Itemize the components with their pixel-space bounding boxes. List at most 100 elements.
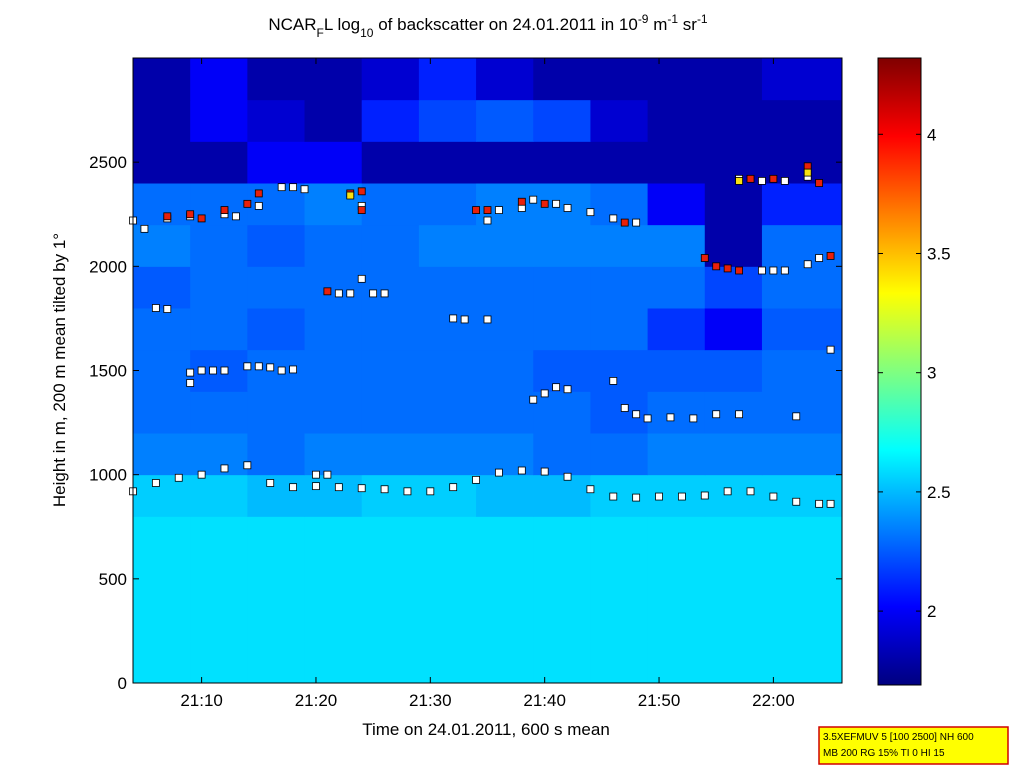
heat-cell bbox=[590, 433, 649, 476]
heat-cell bbox=[704, 183, 763, 226]
heat-cell bbox=[704, 558, 763, 601]
layer-marker bbox=[220, 464, 229, 473]
heat-cell bbox=[361, 558, 420, 601]
layer-marker bbox=[209, 366, 217, 375]
heat-cell bbox=[533, 58, 591, 101]
heat-cell bbox=[247, 266, 306, 309]
x-tick-label: 21:30 bbox=[409, 691, 452, 710]
layer-marker bbox=[712, 262, 721, 271]
layer-marker bbox=[735, 177, 743, 185]
heat-cell bbox=[476, 308, 534, 351]
layer-marker bbox=[357, 187, 366, 196]
layer-marker bbox=[780, 266, 789, 275]
layer-marker bbox=[300, 185, 309, 194]
heat-cell bbox=[647, 391, 706, 434]
heat-cell bbox=[304, 433, 363, 476]
layer-marker bbox=[357, 484, 366, 493]
heat-cell bbox=[590, 266, 649, 309]
heat-cell bbox=[761, 433, 843, 476]
heat-cell bbox=[647, 224, 706, 267]
layer-marker bbox=[197, 366, 206, 375]
layer-marker bbox=[803, 260, 812, 269]
title-part: -1 bbox=[667, 12, 678, 26]
heat-cell bbox=[247, 308, 306, 351]
colorbar-tick-label: 3.5 bbox=[927, 244, 951, 263]
layer-marker bbox=[712, 410, 721, 419]
layer-marker bbox=[563, 204, 572, 212]
layer-marker bbox=[254, 202, 263, 210]
heat-cell bbox=[304, 474, 363, 517]
heat-cell bbox=[761, 516, 843, 559]
heat-cell bbox=[761, 641, 843, 684]
layer-marker bbox=[540, 467, 549, 476]
layer-marker bbox=[620, 404, 629, 412]
heat-cell bbox=[533, 99, 591, 142]
layer-marker bbox=[563, 472, 572, 481]
heat-cell bbox=[476, 99, 534, 142]
heat-cell bbox=[418, 474, 477, 517]
heat-cell bbox=[361, 224, 420, 267]
layer-marker bbox=[289, 365, 297, 374]
layer-marker bbox=[586, 208, 595, 217]
heat-cell bbox=[533, 266, 591, 309]
heat-cell bbox=[133, 58, 191, 101]
layer-marker bbox=[632, 493, 641, 502]
heat-cell bbox=[247, 141, 306, 184]
layer-marker bbox=[609, 214, 618, 223]
heat-cell bbox=[647, 433, 706, 476]
title-part: F bbox=[317, 26, 324, 40]
heat-cell bbox=[476, 599, 534, 642]
heat-cell bbox=[647, 516, 706, 559]
heat-cell bbox=[761, 224, 843, 267]
heat-cell bbox=[476, 349, 534, 392]
heat-cell bbox=[361, 183, 420, 226]
x-tick-label: 21:50 bbox=[638, 691, 681, 710]
layer-marker bbox=[517, 466, 526, 475]
heat-cell bbox=[533, 308, 591, 351]
heat-cell bbox=[761, 599, 843, 642]
info-box bbox=[818, 726, 1009, 765]
layer-marker bbox=[472, 206, 480, 214]
y-tick-label: 500 bbox=[99, 570, 127, 589]
layer-marker bbox=[529, 395, 538, 404]
heat-cell bbox=[133, 349, 191, 392]
layer-marker bbox=[723, 264, 732, 273]
heat-cell bbox=[304, 391, 363, 434]
layer-marker bbox=[826, 345, 835, 354]
layer-marker bbox=[780, 177, 789, 185]
heat-cell bbox=[361, 266, 420, 309]
layer-marker bbox=[586, 485, 595, 494]
layer-marker bbox=[792, 412, 801, 421]
heat-cell bbox=[304, 99, 363, 142]
heat-cell bbox=[133, 474, 191, 517]
heat-cell bbox=[761, 183, 843, 226]
heat-cell bbox=[761, 99, 843, 142]
heat-cell bbox=[418, 349, 477, 392]
layer-marker bbox=[483, 206, 492, 214]
layer-marker bbox=[517, 197, 526, 206]
layer-marker bbox=[151, 479, 160, 487]
heat-cell bbox=[476, 641, 534, 684]
heat-cell bbox=[418, 58, 477, 101]
heat-cell bbox=[476, 224, 534, 267]
heat-cell bbox=[761, 391, 843, 434]
heat-cell bbox=[590, 641, 649, 684]
heat-cell bbox=[361, 58, 420, 101]
heat-cell bbox=[647, 141, 706, 184]
heat-cell bbox=[304, 141, 363, 184]
colorbar-tick-label: 2 bbox=[927, 602, 936, 621]
heat-cell bbox=[247, 99, 306, 142]
heat-cell bbox=[761, 308, 843, 351]
layer-marker bbox=[312, 470, 320, 479]
heat-cell bbox=[704, 349, 763, 392]
layer-marker bbox=[151, 304, 160, 312]
layer-marker bbox=[540, 199, 549, 208]
heat-cell bbox=[418, 183, 477, 226]
layer-marker bbox=[277, 366, 286, 375]
heat-cell bbox=[761, 58, 843, 101]
heat-cell bbox=[590, 516, 649, 559]
heat-cell bbox=[533, 641, 591, 684]
heat-cell bbox=[361, 641, 420, 684]
layer-marker bbox=[563, 385, 572, 394]
